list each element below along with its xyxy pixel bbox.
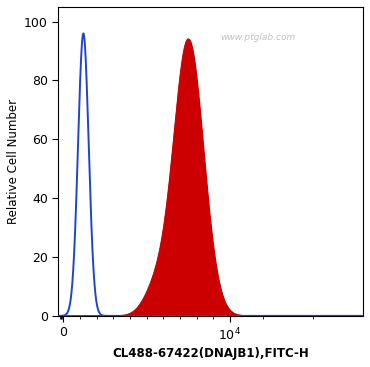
Y-axis label: Relative Cell Number: Relative Cell Number: [7, 99, 20, 224]
Text: www.ptglab.com: www.ptglab.com: [220, 33, 295, 42]
X-axis label: CL488-67422(DNAJB1),FITC-H: CL488-67422(DNAJB1),FITC-H: [112, 347, 309, 360]
